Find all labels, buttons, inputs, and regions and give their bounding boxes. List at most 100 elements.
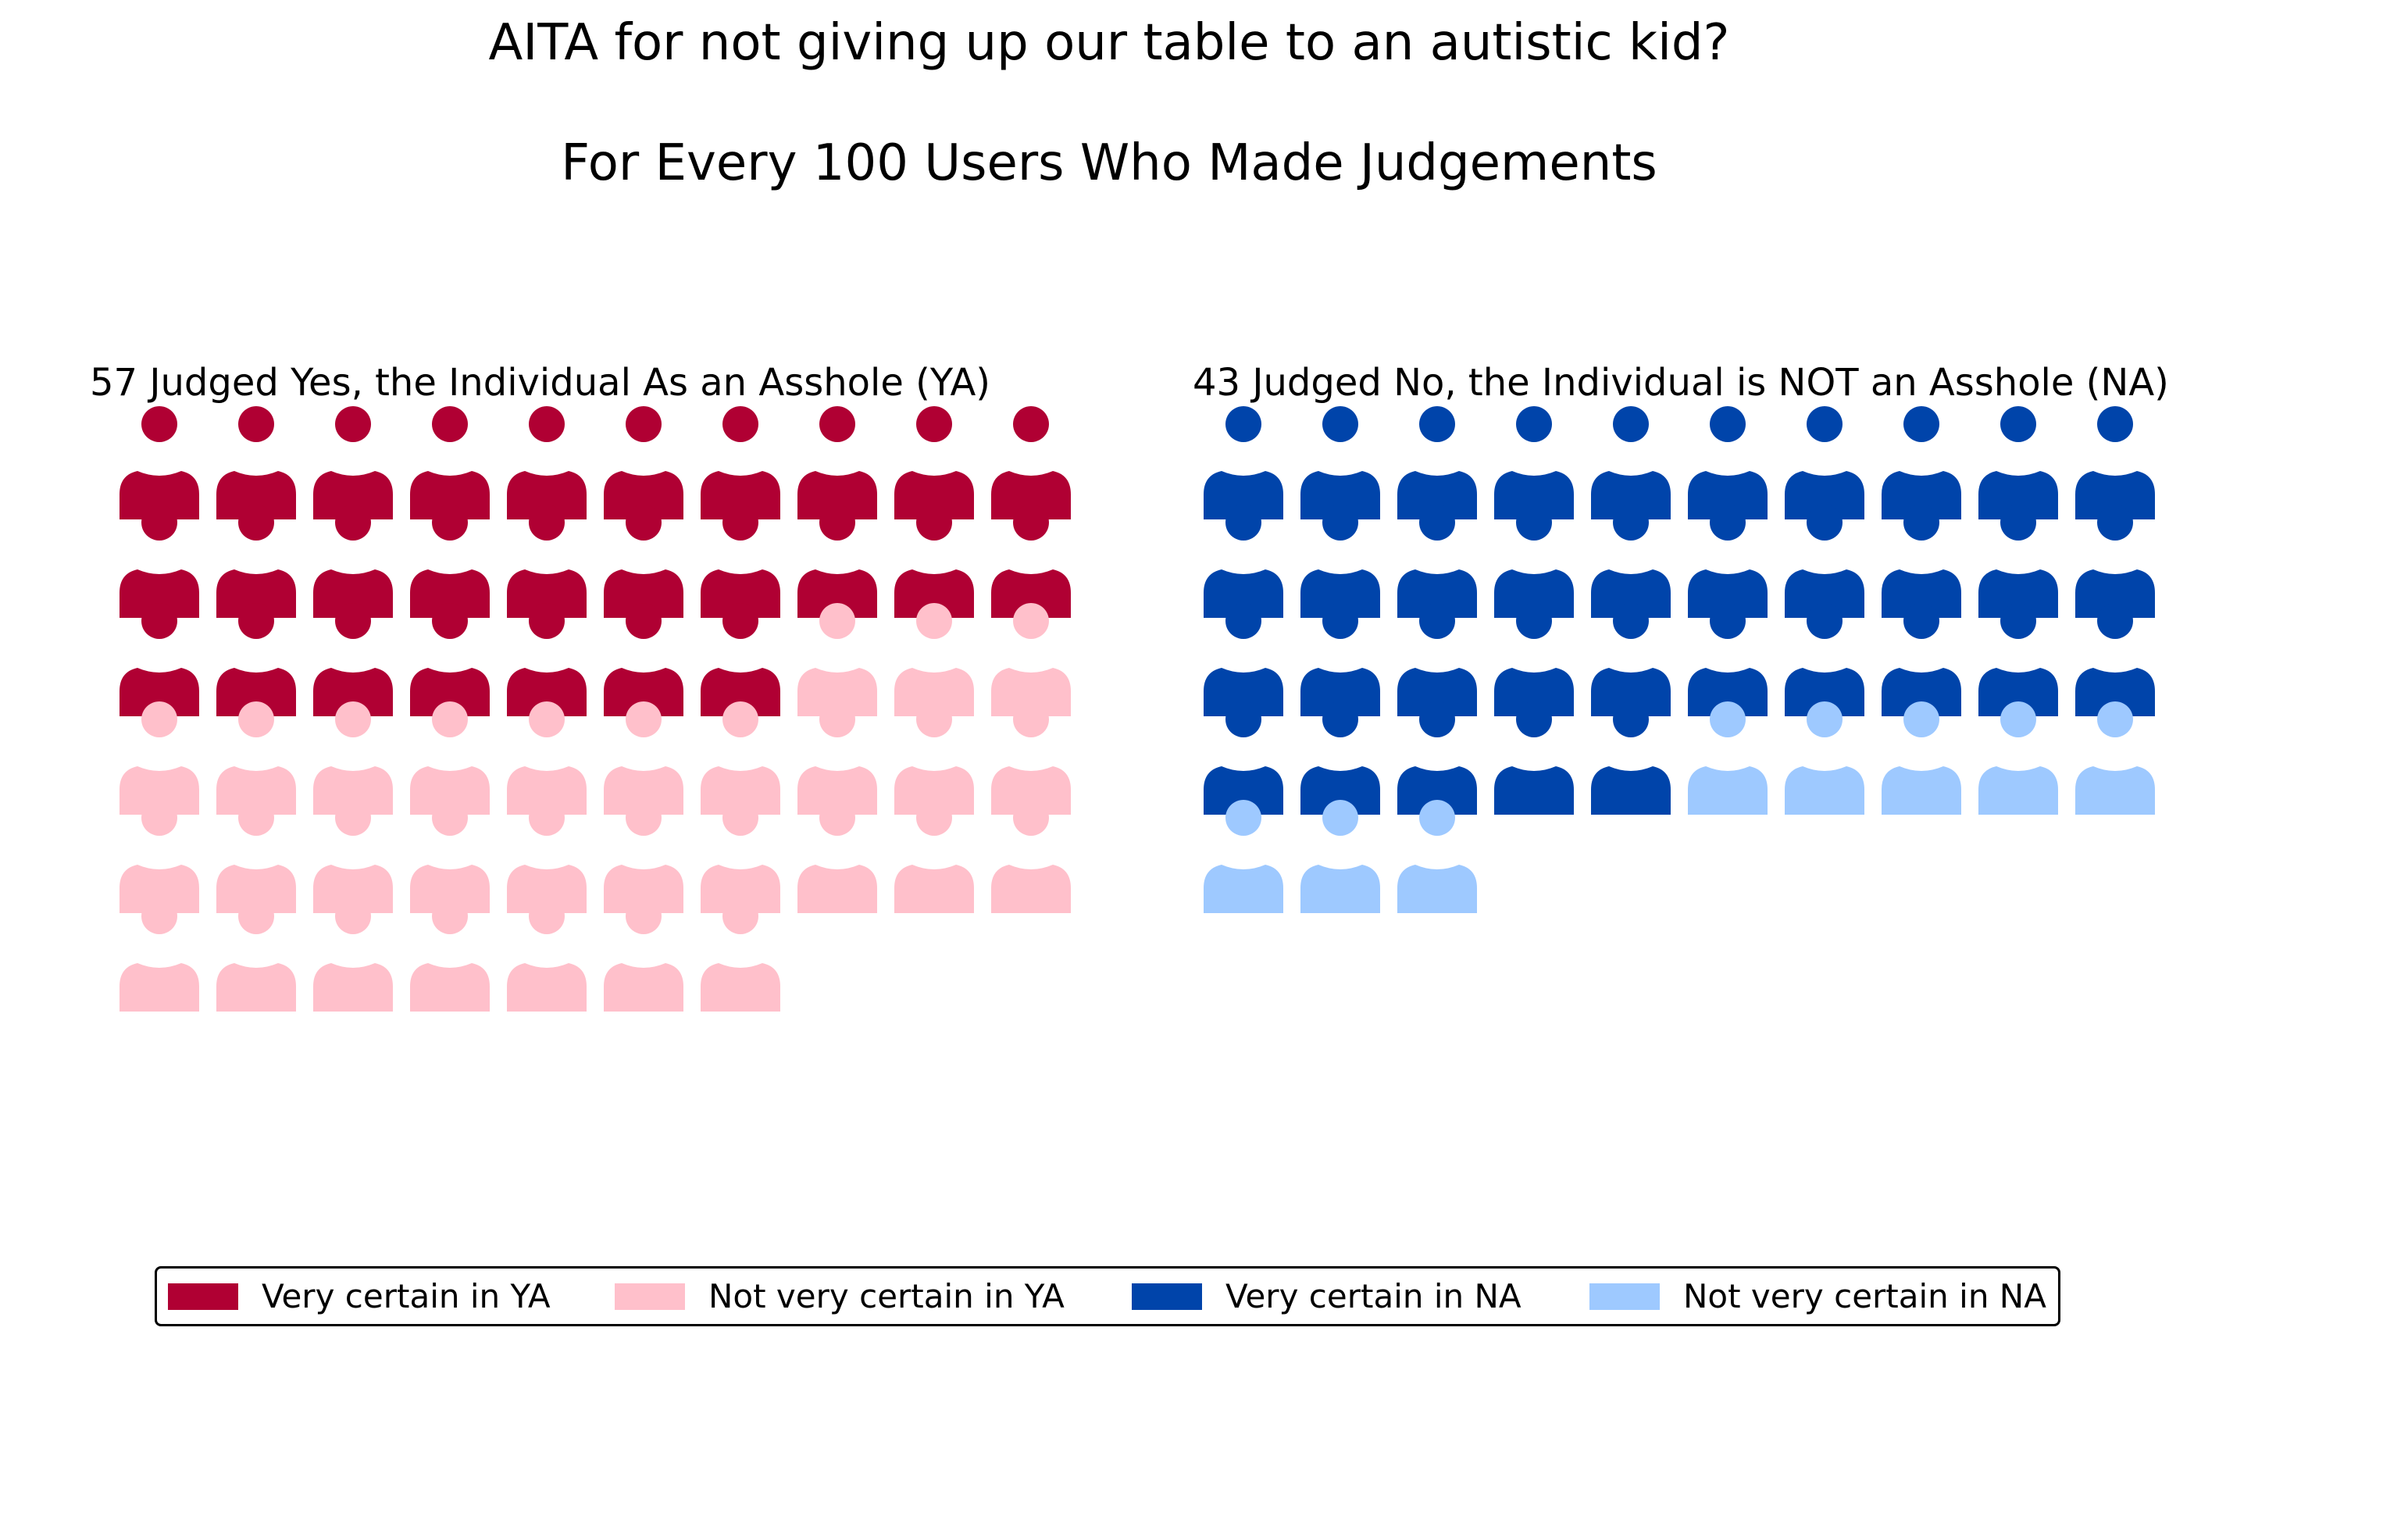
person-icon	[1300, 406, 1380, 519]
person-icon	[701, 603, 780, 716]
person-icon	[216, 701, 296, 815]
person-icon	[894, 701, 974, 815]
person-icon	[604, 800, 683, 913]
legend-swatch	[1589, 1283, 1660, 1310]
person-icon	[313, 701, 393, 815]
person-icon	[313, 406, 393, 519]
legend-item-not-very-certain-na: Not very certain in NA	[1589, 1269, 2046, 1324]
person-icon	[410, 800, 490, 913]
person-icon	[991, 406, 1071, 519]
person-icon	[1978, 701, 2058, 815]
legend-item-not-very-certain-ya: Not very certain in YA	[615, 1269, 1065, 1324]
person-icon	[507, 800, 587, 913]
person-icon	[1978, 406, 2058, 519]
legend: Very certain in YA Not very certain in Y…	[155, 1266, 2060, 1326]
person-icon	[1688, 406, 1768, 519]
panel-title-na: 43 Judged No, the Individual is NOT an A…	[1193, 361, 2169, 405]
person-icon	[1494, 603, 1574, 716]
person-icon	[1204, 505, 1283, 618]
person-icon	[991, 603, 1071, 716]
person-icon	[2075, 406, 2155, 519]
person-icon	[701, 406, 780, 519]
person-icon	[216, 800, 296, 913]
person-icon	[2075, 505, 2155, 618]
person-icon	[701, 701, 780, 815]
person-icon	[991, 701, 1071, 815]
person-icon	[410, 898, 490, 1012]
person-icon	[1204, 701, 1283, 815]
person-icon	[1591, 603, 1671, 716]
person-icon	[410, 406, 490, 519]
person-icon	[1300, 505, 1380, 618]
person-icon	[1978, 603, 2058, 716]
person-icon	[410, 701, 490, 815]
person-icon	[120, 406, 199, 519]
person-icon	[701, 898, 780, 1012]
panel-title-ya: 57 Judged Yes, the Individual As an Assh…	[90, 361, 991, 405]
person-icon	[1397, 701, 1477, 815]
person-icon	[1785, 505, 1864, 618]
person-icon	[1494, 701, 1574, 815]
person-icon	[1591, 701, 1671, 815]
person-icon	[1494, 505, 1574, 618]
person-icon	[313, 603, 393, 716]
person-icon	[410, 603, 490, 716]
person-icon	[313, 800, 393, 913]
person-icon	[1785, 603, 1864, 716]
person-icon	[894, 505, 974, 618]
person-icon	[1300, 603, 1380, 716]
person-icon	[507, 505, 587, 618]
person-icon	[1204, 603, 1283, 716]
person-icon	[216, 898, 296, 1012]
chart-subtitle: For Every 100 Users Who Made Judgements	[561, 134, 1657, 192]
person-icon	[701, 800, 780, 913]
person-icon	[216, 406, 296, 519]
person-icon	[1300, 800, 1380, 913]
person-icon	[894, 800, 974, 913]
person-icon	[1204, 406, 1283, 519]
legend-item-very-certain-ya: Very certain in YA	[168, 1269, 551, 1324]
person-icon	[1397, 603, 1477, 716]
person-icon	[1494, 406, 1574, 519]
legend-swatch	[168, 1283, 238, 1310]
person-icon	[2075, 603, 2155, 716]
person-icon	[1978, 505, 2058, 618]
person-icon	[991, 800, 1071, 913]
person-icon	[1397, 800, 1477, 913]
person-icon	[1397, 505, 1477, 618]
legend-label: Not very certain in NA	[1683, 1277, 2046, 1315]
person-icon	[410, 505, 490, 618]
person-icon	[1688, 603, 1768, 716]
person-icon	[1591, 406, 1671, 519]
person-icon	[1882, 603, 1961, 716]
person-icon	[120, 701, 199, 815]
person-icon	[216, 505, 296, 618]
legend-item-very-certain-na: Very certain in NA	[1132, 1269, 1521, 1324]
chart-title: AITA for not giving up our table to an a…	[488, 14, 1730, 72]
legend-label: Very certain in YA	[262, 1277, 551, 1315]
person-icon	[991, 505, 1071, 618]
person-icon	[507, 898, 587, 1012]
person-icon	[894, 406, 974, 519]
person-icon	[216, 603, 296, 716]
person-icon	[701, 505, 780, 618]
legend-label: Very certain in NA	[1225, 1277, 1521, 1315]
person-icon	[1882, 701, 1961, 815]
person-icon	[1591, 505, 1671, 618]
person-icon	[604, 603, 683, 716]
person-icon	[1785, 406, 1864, 519]
person-icon	[120, 603, 199, 716]
person-icon	[797, 800, 877, 913]
legend-label: Not very certain in YA	[708, 1277, 1065, 1315]
person-icon	[1300, 701, 1380, 815]
person-icon	[120, 505, 199, 618]
person-icon	[797, 505, 877, 618]
person-icon	[604, 505, 683, 618]
person-icon	[604, 701, 683, 815]
person-icon	[1204, 800, 1283, 913]
person-icon	[2075, 701, 2155, 815]
person-icon	[507, 701, 587, 815]
person-icon	[1397, 406, 1477, 519]
person-icon	[313, 505, 393, 618]
